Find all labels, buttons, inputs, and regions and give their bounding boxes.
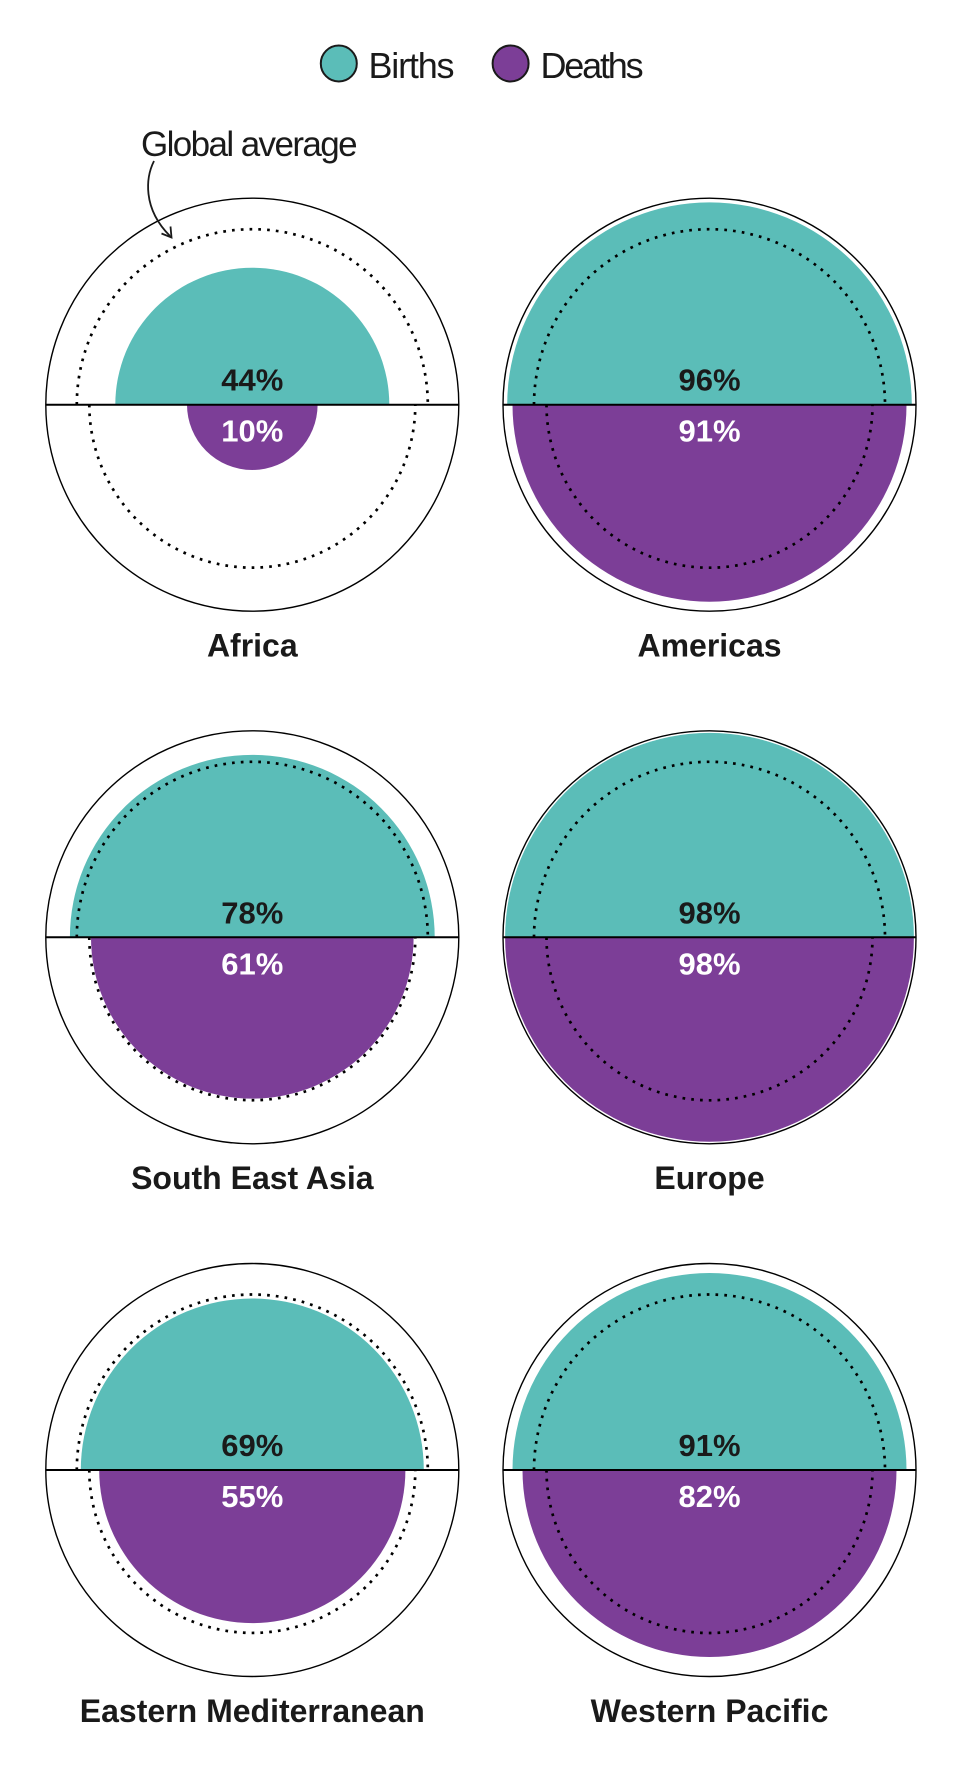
svg-text:Eastern Mediterranean: Eastern Mediterranean [80,1693,425,1729]
svg-text:10%: 10% [221,414,283,449]
svg-text:44%: 44% [221,363,283,398]
svg-text:Americas: Americas [637,628,781,664]
svg-text:98%: 98% [678,946,740,981]
svg-text:Births: Births [369,45,454,86]
svg-text:Africa: Africa [207,628,298,664]
svg-text:78%: 78% [221,895,283,930]
svg-text:91%: 91% [678,1428,740,1463]
svg-text:61%: 61% [221,946,283,981]
svg-text:55%: 55% [221,1479,283,1514]
svg-text:82%: 82% [678,1479,740,1514]
svg-text:Global average: Global average [141,125,356,164]
svg-text:Western Pacific: Western Pacific [591,1693,829,1729]
svg-text:Europe: Europe [654,1160,764,1196]
svg-text:South East Asia: South East Asia [131,1160,374,1196]
svg-text:96%: 96% [678,363,740,398]
svg-text:91%: 91% [678,414,740,449]
svg-text:98%: 98% [678,895,740,930]
svg-text:Deaths: Deaths [541,45,643,86]
svg-text:69%: 69% [221,1428,283,1463]
